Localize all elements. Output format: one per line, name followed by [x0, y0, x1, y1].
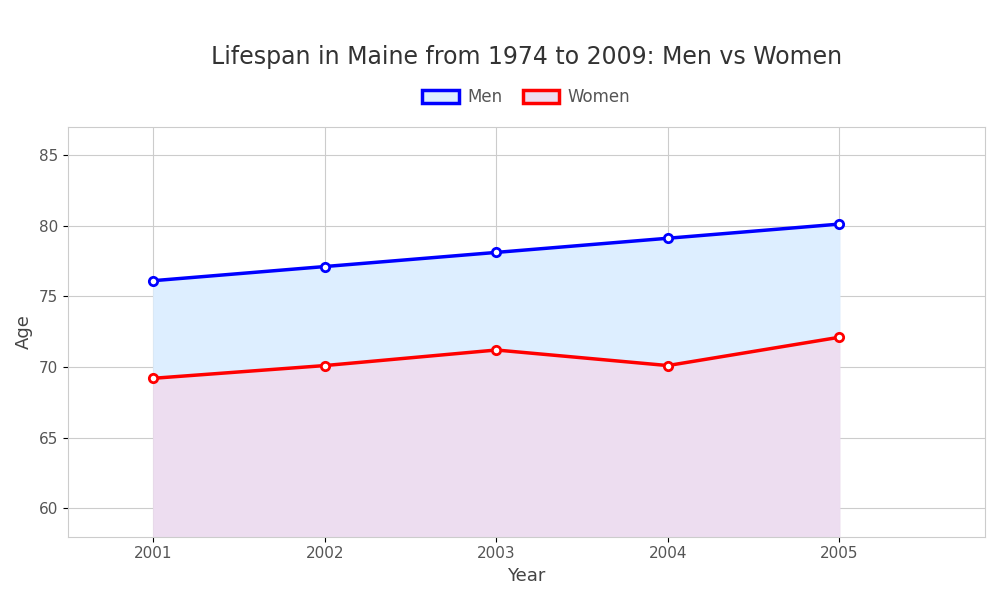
Legend: Men, Women: Men, Women — [416, 82, 637, 113]
X-axis label: Year: Year — [507, 567, 546, 585]
Title: Lifespan in Maine from 1974 to 2009: Men vs Women: Lifespan in Maine from 1974 to 2009: Men… — [211, 45, 842, 69]
Y-axis label: Age: Age — [15, 314, 33, 349]
